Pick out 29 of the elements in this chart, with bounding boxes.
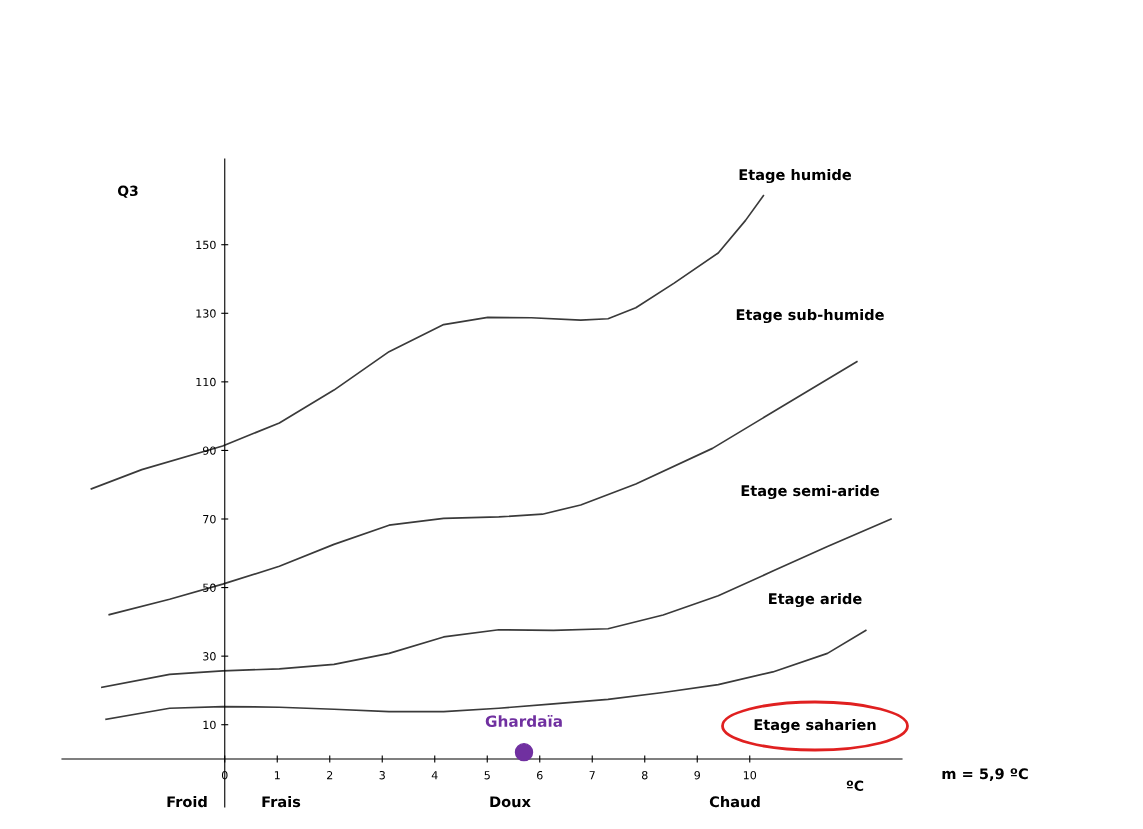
x-tick-label: 4 — [431, 771, 438, 780]
x-tick-label: 6 — [536, 771, 543, 780]
x-tick-label: 10 — [743, 771, 757, 780]
annotation: Etage saharien — [754, 718, 876, 734]
annotation: Etage semi-aride — [741, 484, 879, 500]
annotation: Etage sub-humide — [736, 308, 884, 324]
x-tick-label: 5 — [484, 771, 490, 780]
y-axis-title: Q3 — [117, 185, 138, 198]
annotation: Etage aride — [769, 592, 862, 608]
x-tick-label: 8 — [641, 771, 648, 780]
annotation: Chaud — [709, 795, 760, 808]
x-tick-label: 2 — [327, 771, 333, 780]
y-tick-label: 10 — [203, 720, 216, 730]
x-tick-label: 9 — [694, 771, 700, 780]
annotation: Doux — [490, 796, 531, 808]
x-axis-title: ºC — [846, 780, 864, 792]
y-tick-label: 130 — [196, 309, 216, 318]
annotation: Frais — [262, 795, 301, 808]
text: m = 5,9 ºC — [942, 768, 1028, 782]
annotation: Froid — [167, 795, 207, 808]
y-tick-label: 150 — [196, 240, 216, 250]
x-tick-label: 3 — [379, 771, 385, 780]
x-tick-label: 7 — [589, 771, 595, 780]
y-tick-label: 70 — [203, 514, 216, 524]
series-label: Ghardaïa — [485, 714, 562, 727]
y-tick-label: 110 — [196, 377, 216, 387]
annotation: Etage humide — [739, 168, 852, 184]
y-tick-label: 30 — [203, 652, 216, 661]
x-tick-label: 1 — [274, 771, 280, 780]
